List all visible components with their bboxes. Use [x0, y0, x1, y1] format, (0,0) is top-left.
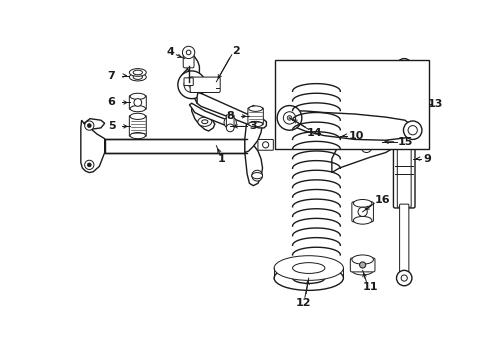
Circle shape — [134, 99, 142, 106]
Polygon shape — [331, 130, 393, 172]
Text: 6: 6 — [107, 98, 115, 108]
Polygon shape — [289, 111, 412, 140]
Circle shape — [87, 163, 91, 167]
Ellipse shape — [133, 70, 142, 75]
Ellipse shape — [130, 105, 145, 112]
Circle shape — [251, 110, 262, 121]
Ellipse shape — [353, 216, 371, 224]
Circle shape — [396, 59, 411, 74]
Text: 16: 16 — [374, 195, 390, 205]
Circle shape — [377, 138, 385, 145]
Circle shape — [186, 50, 190, 55]
Polygon shape — [84, 119, 104, 130]
Circle shape — [286, 116, 291, 120]
Text: 13: 13 — [427, 99, 442, 109]
Polygon shape — [181, 68, 199, 103]
Ellipse shape — [198, 117, 211, 126]
FancyBboxPatch shape — [351, 202, 373, 222]
Polygon shape — [189, 103, 230, 126]
FancyBboxPatch shape — [183, 49, 194, 68]
Ellipse shape — [130, 113, 145, 120]
FancyBboxPatch shape — [393, 70, 414, 208]
Ellipse shape — [351, 255, 373, 264]
Text: 11: 11 — [362, 282, 377, 292]
FancyBboxPatch shape — [104, 139, 246, 153]
FancyBboxPatch shape — [183, 78, 193, 86]
Circle shape — [188, 82, 194, 88]
Text: 5: 5 — [107, 121, 115, 131]
Circle shape — [251, 170, 262, 181]
Circle shape — [84, 160, 94, 170]
Text: 7: 7 — [107, 71, 115, 81]
Circle shape — [396, 270, 411, 286]
FancyBboxPatch shape — [247, 108, 263, 125]
FancyBboxPatch shape — [399, 204, 408, 275]
Text: 14: 14 — [306, 127, 322, 138]
Polygon shape — [191, 105, 214, 131]
Text: 12: 12 — [295, 298, 310, 309]
Ellipse shape — [351, 266, 373, 275]
Text: 15: 15 — [396, 137, 412, 147]
Circle shape — [226, 124, 234, 132]
Polygon shape — [187, 55, 199, 76]
Circle shape — [84, 121, 94, 130]
Text: 3: 3 — [249, 121, 257, 131]
Ellipse shape — [248, 121, 262, 127]
Polygon shape — [244, 139, 262, 186]
Text: 8: 8 — [226, 111, 234, 121]
Ellipse shape — [130, 93, 145, 99]
Ellipse shape — [274, 266, 343, 291]
Ellipse shape — [248, 106, 262, 111]
Ellipse shape — [262, 142, 268, 148]
Circle shape — [182, 46, 194, 59]
Circle shape — [403, 121, 421, 139]
Circle shape — [178, 71, 205, 99]
FancyBboxPatch shape — [257, 139, 273, 150]
Bar — [275, 60, 428, 149]
Circle shape — [87, 124, 91, 127]
Ellipse shape — [129, 69, 146, 76]
Circle shape — [283, 112, 295, 124]
Ellipse shape — [292, 273, 324, 283]
Circle shape — [400, 63, 407, 69]
FancyBboxPatch shape — [190, 77, 220, 93]
Ellipse shape — [251, 112, 262, 119]
FancyBboxPatch shape — [129, 95, 146, 109]
Ellipse shape — [274, 256, 343, 280]
Polygon shape — [197, 93, 266, 128]
Circle shape — [254, 173, 259, 178]
Circle shape — [400, 275, 407, 281]
Circle shape — [277, 105, 301, 130]
Circle shape — [357, 207, 366, 216]
Ellipse shape — [133, 75, 142, 80]
Text: 9: 9 — [423, 154, 430, 164]
Ellipse shape — [353, 199, 371, 207]
Circle shape — [407, 126, 416, 135]
Circle shape — [359, 262, 365, 268]
Circle shape — [224, 116, 236, 129]
Ellipse shape — [202, 120, 207, 124]
Text: 1: 1 — [218, 154, 225, 164]
FancyBboxPatch shape — [226, 115, 234, 127]
Polygon shape — [244, 105, 262, 153]
Polygon shape — [81, 120, 104, 172]
Ellipse shape — [129, 73, 146, 81]
Circle shape — [183, 77, 199, 93]
Text: 10: 10 — [348, 131, 364, 141]
FancyBboxPatch shape — [396, 136, 410, 207]
Text: 2: 2 — [231, 46, 239, 56]
FancyBboxPatch shape — [129, 116, 146, 136]
Ellipse shape — [130, 132, 145, 139]
Ellipse shape — [292, 263, 324, 274]
Circle shape — [360, 142, 371, 153]
Ellipse shape — [251, 172, 262, 179]
Circle shape — [254, 113, 259, 118]
FancyBboxPatch shape — [349, 258, 374, 272]
Text: 4: 4 — [166, 48, 174, 58]
